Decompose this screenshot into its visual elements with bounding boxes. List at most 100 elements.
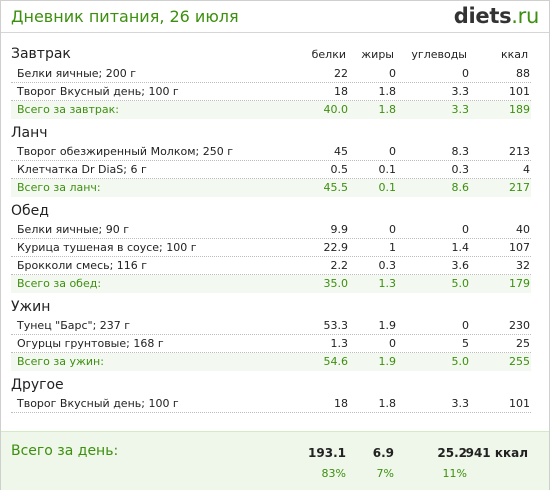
fat-value: 1.8 <box>378 85 397 98</box>
food-name: Творог Вкусный день; 100 г <box>17 397 179 410</box>
food-name: Брокколи смесь; 116 г <box>17 259 148 272</box>
kcal-value: 88 <box>516 67 530 80</box>
carbs-value: 3.3 <box>451 397 470 410</box>
carbs-total: 3.3 <box>451 103 470 116</box>
kcal-value: 101 <box>509 397 530 410</box>
protein-value: 1.3 <box>330 337 349 350</box>
protein-total: 54.6 <box>323 355 349 368</box>
food-row: Тунец "Барс"; 237 г 53.3 1.9 0 230 <box>11 317 531 335</box>
food-name: Огурцы грунтовые; 168 г <box>17 337 164 350</box>
protein-value: 0.5 <box>330 163 349 176</box>
carbs-value: 5 <box>462 337 469 350</box>
carbs-value: 0 <box>462 67 469 80</box>
protein-value: 18 <box>334 85 348 98</box>
day-carbs-percent: 11% <box>442 467 467 480</box>
food-name: Творог Вкусный день; 100 г <box>17 85 179 98</box>
column-header-kcal: ккал <box>500 48 528 61</box>
day-fat-total: 6.9 <box>372 446 394 460</box>
meal-title-breakfast: Завтрак <box>11 46 71 62</box>
protein-total: 35.0 <box>323 277 349 290</box>
food-row: Творог Вкусный день; 100 г 18 1.8 3.3 10… <box>11 83 531 101</box>
kcal-value: 25 <box>516 337 530 350</box>
column-header-carbs: углеводы <box>411 48 467 61</box>
meal-title-other: Другое <box>11 377 64 393</box>
meal-total-row: Всего за обед: 35.0 1.3 5.0 179 <box>11 275 531 293</box>
meal-total-row: Всего за завтрак: 40.0 1.8 3.3 189 <box>11 101 531 119</box>
protein-value: 53.3 <box>323 319 349 332</box>
protein-total: 40.0 <box>323 103 349 116</box>
food-name: Белки яичные; 200 г <box>17 67 137 80</box>
protein-value: 22.9 <box>323 241 349 254</box>
fat-value: 1.8 <box>378 397 397 410</box>
kcal-value: 40 <box>516 223 530 236</box>
food-row: Клетчатка Dr DiaS; 6 г 0.5 0.1 0.3 4 <box>11 161 531 179</box>
kcal-total: 189 <box>509 103 530 116</box>
column-headers: белки жиры углеводы ккал <box>1 48 549 64</box>
carbs-total: 8.6 <box>451 181 470 194</box>
fat-total: 1.8 <box>378 103 397 116</box>
food-row: Белки яичные; 90 г 9.9 0 0 40 <box>11 221 531 239</box>
carbs-value: 0.3 <box>451 163 470 176</box>
protein-value: 2.2 <box>330 259 349 272</box>
day-total-label: Всего за день: <box>11 443 119 459</box>
carbs-value: 3.6 <box>451 259 470 272</box>
kcal-total: 255 <box>509 355 530 368</box>
carbs-value: 0 <box>462 223 469 236</box>
meal-total-label: Всего за ланч: <box>17 181 101 194</box>
protein-total: 45.5 <box>323 181 349 194</box>
logo-tld: .ru <box>511 4 539 28</box>
kcal-value: 32 <box>516 259 530 272</box>
meal-total-row: Всего за ланч: 45.5 0.1 8.6 217 <box>11 179 531 197</box>
protein-value: 18 <box>334 397 348 410</box>
meal-title-supper: Ужин <box>11 299 51 315</box>
meal-total-row: Всего за ужин: 54.6 1.9 5.0 255 <box>11 353 531 371</box>
fat-total: 1.3 <box>378 277 397 290</box>
carbs-total: 5.0 <box>451 355 470 368</box>
fat-value: 0 <box>389 145 396 158</box>
logo-brand: diets <box>453 4 512 28</box>
column-header-fat: жиры <box>361 48 394 61</box>
site-logo[interactable]: diets.ru <box>453 4 540 28</box>
carbs-value: 0 <box>462 319 469 332</box>
day-carbs-total: 25.2 <box>437 446 467 460</box>
meal-title-dinner: Обед <box>11 203 49 219</box>
fat-value: 0 <box>389 67 396 80</box>
protein-value: 22 <box>334 67 348 80</box>
food-row: Творог Вкусный день; 100 г 18 1.8 3.3 10… <box>11 395 531 413</box>
kcal-total: 217 <box>509 181 530 194</box>
header: Дневник питания, 26 июля diets.ru <box>1 1 549 33</box>
day-protein-percent: 83% <box>321 467 346 480</box>
food-row: Белки яичные; 200 г 22 0 0 88 <box>11 65 531 83</box>
carbs-value: 1.4 <box>451 241 470 254</box>
column-header-protein: белки <box>311 48 346 61</box>
fat-value: 0.1 <box>378 163 397 176</box>
food-row: Творог обезжиренный Молком; 250 г 45 0 8… <box>11 143 531 161</box>
protein-value: 45 <box>334 145 348 158</box>
protein-value: 9.9 <box>330 223 349 236</box>
carbs-value: 3.3 <box>451 85 470 98</box>
kcal-value: 101 <box>509 85 530 98</box>
page-title: Дневник питания, 26 июля <box>11 7 239 26</box>
kcal-value: 213 <box>509 145 530 158</box>
food-name: Тунец "Барс"; 237 г <box>17 319 131 332</box>
fat-value: 1.9 <box>378 319 397 332</box>
meal-title-lunch: Ланч <box>11 125 48 141</box>
food-row: Брокколи смесь; 116 г 2.2 0.3 3.6 32 <box>11 257 531 275</box>
day-kcal-total: 941 ккал <box>465 446 528 460</box>
meal-total-label: Всего за ужин: <box>17 355 104 368</box>
food-name: Белки яичные; 90 г <box>17 223 130 236</box>
kcal-value: 4 <box>523 163 530 176</box>
fat-value: 0 <box>389 337 396 350</box>
fat-value: 0.3 <box>378 259 397 272</box>
food-name: Творог обезжиренный Молком; 250 г <box>17 145 233 158</box>
carbs-value: 8.3 <box>451 145 470 158</box>
fat-total: 1.9 <box>378 355 397 368</box>
carbs-total: 5.0 <box>451 277 470 290</box>
day-fat-percent: 7% <box>376 467 394 480</box>
day-total-panel: Всего за день: 193.1 6.9 25.2 941 ккал 8… <box>1 431 549 490</box>
fat-value: 0 <box>389 223 396 236</box>
kcal-value: 230 <box>509 319 530 332</box>
fat-value: 1 <box>389 241 396 254</box>
meal-total-label: Всего за завтрак: <box>17 103 120 116</box>
